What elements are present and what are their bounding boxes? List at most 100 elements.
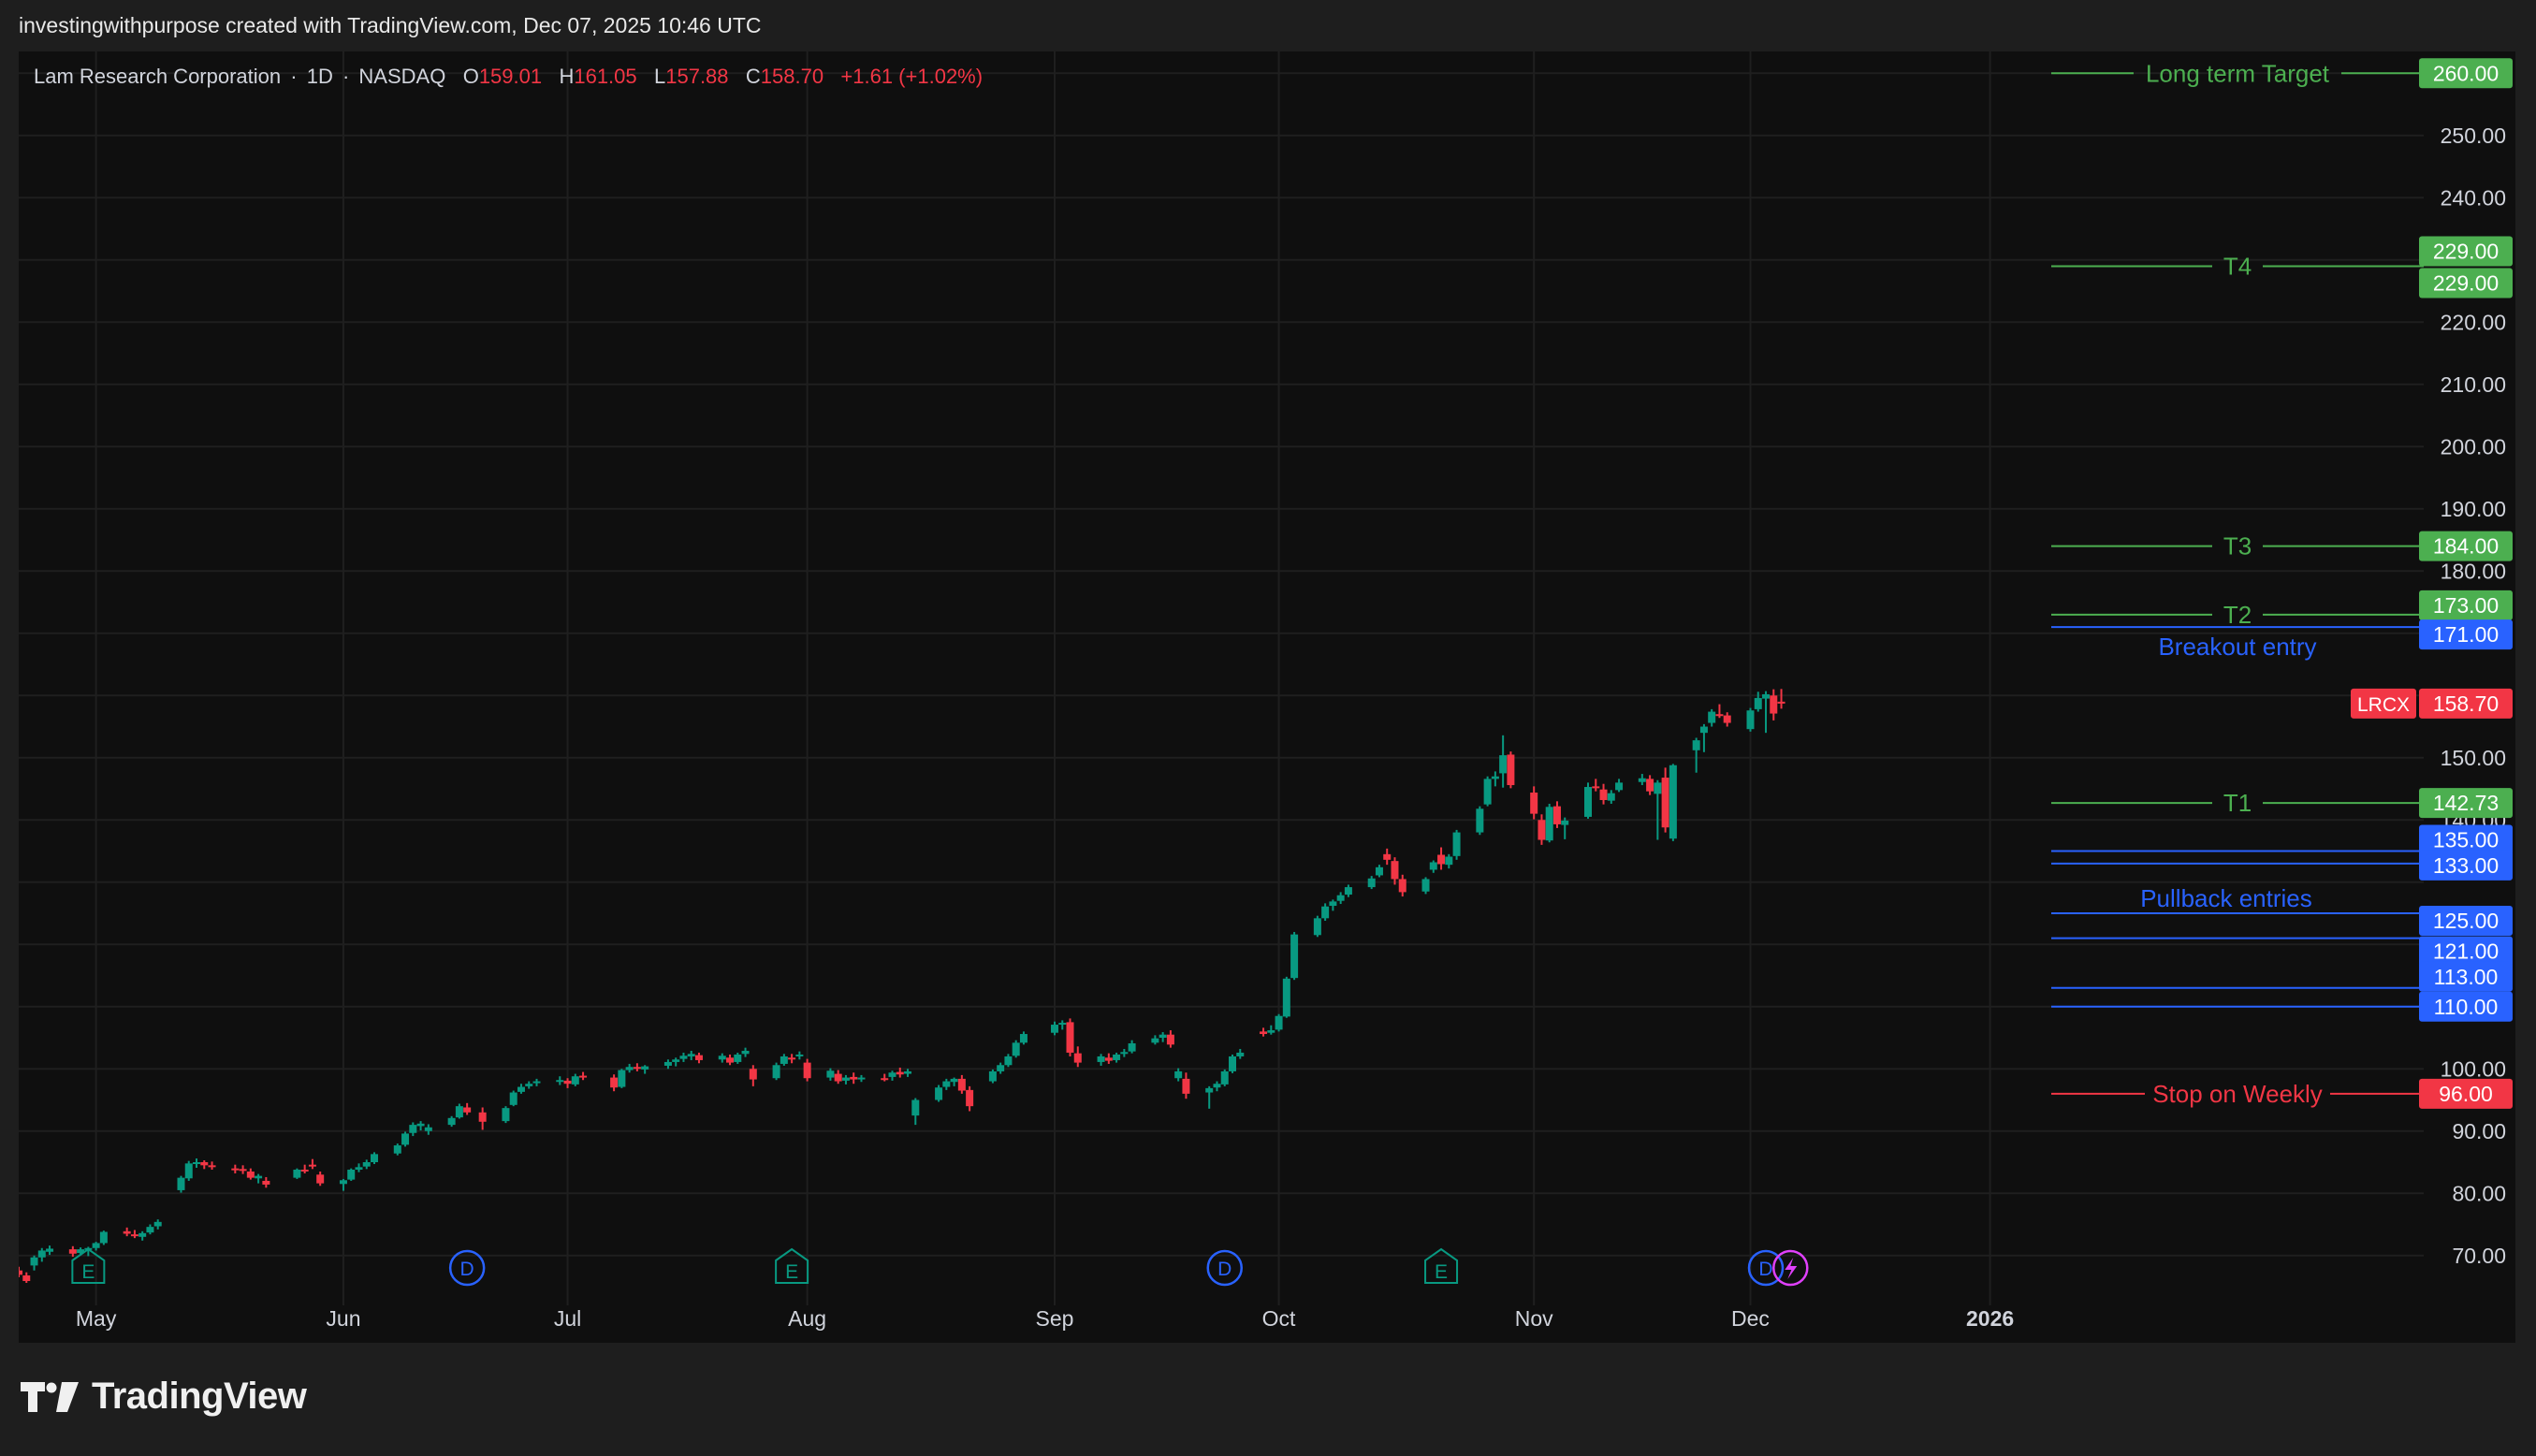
price-tag[interactable]: 260.00 (2419, 58, 2513, 89)
candle[interactable] (509, 1090, 517, 1107)
candle[interactable] (1552, 801, 1561, 828)
candle[interactable] (1507, 751, 1515, 789)
price-tag[interactable]: 135.00 (2419, 824, 2513, 855)
candle[interactable] (1561, 817, 1569, 839)
candle[interactable] (1058, 1020, 1067, 1030)
candle[interactable] (355, 1163, 363, 1172)
earnings-icon[interactable]: E (775, 1247, 809, 1284)
candle[interactable] (1715, 704, 1724, 719)
candle[interactable] (942, 1078, 951, 1090)
candle[interactable] (1499, 735, 1508, 788)
candle[interactable] (795, 1051, 804, 1060)
candle[interactable] (455, 1103, 463, 1119)
candle[interactable] (1174, 1068, 1183, 1082)
candle[interactable] (37, 1247, 46, 1262)
candle[interactable] (517, 1084, 525, 1094)
candle[interactable] (1615, 779, 1624, 793)
candle[interactable] (300, 1164, 309, 1173)
price-tag[interactable]: 142.73 (2419, 788, 2513, 819)
price-tag[interactable]: 110.00 (2419, 991, 2513, 1022)
candle[interactable] (99, 1230, 108, 1245)
candle[interactable] (672, 1057, 680, 1067)
candle[interactable] (633, 1063, 641, 1071)
candle[interactable] (1275, 1013, 1283, 1032)
price-tag[interactable]: 113.00 (2419, 961, 2513, 992)
candle[interactable] (888, 1070, 896, 1081)
candle[interactable] (1260, 1027, 1268, 1037)
candle[interactable] (694, 1052, 703, 1064)
chart-panel[interactable]: May Jun Jul Aug Sep Oct Nov Dec 2026 70.00 80.00 90… (19, 51, 2515, 1343)
candle[interactable] (1491, 771, 1499, 787)
candle[interactable] (1599, 783, 1608, 805)
candle[interactable] (950, 1077, 958, 1086)
candle[interactable] (177, 1175, 185, 1193)
candle[interactable] (663, 1059, 672, 1070)
candle[interactable] (347, 1168, 356, 1181)
split-icon[interactable] (1772, 1249, 1809, 1287)
candle[interactable] (146, 1224, 154, 1235)
candle[interactable] (935, 1085, 943, 1102)
candle[interactable] (1654, 779, 1662, 840)
candle[interactable] (904, 1069, 912, 1077)
candle[interactable] (857, 1074, 866, 1083)
candle[interactable] (339, 1178, 347, 1191)
candle[interactable] (1421, 877, 1430, 895)
candle[interactable] (772, 1062, 780, 1081)
candle[interactable] (1398, 874, 1406, 897)
price-tag[interactable]: 229.00 (2419, 268, 2513, 298)
candle[interactable] (1097, 1054, 1105, 1066)
candle[interactable] (362, 1159, 371, 1170)
candle[interactable] (1530, 786, 1538, 820)
price-tag[interactable]: 173.00 (2419, 590, 2513, 620)
candle[interactable] (556, 1076, 564, 1085)
candle[interactable] (1050, 1021, 1058, 1036)
candle[interactable] (1483, 776, 1492, 807)
earnings-icon[interactable]: E (1424, 1247, 1459, 1284)
candle[interactable] (1290, 931, 1299, 981)
price-tag[interactable]: 125.00 (2419, 906, 2513, 937)
candle[interactable] (308, 1158, 316, 1170)
candle[interactable] (409, 1122, 417, 1137)
candle[interactable] (502, 1106, 510, 1124)
price-tag[interactable]: 229.00 (2419, 236, 2513, 267)
candle[interactable] (184, 1160, 193, 1181)
candle[interactable] (1344, 884, 1352, 897)
candle[interactable] (1182, 1072, 1190, 1099)
candle[interactable] (571, 1073, 579, 1086)
candle[interactable] (679, 1052, 688, 1062)
candle[interactable] (239, 1165, 247, 1174)
candle[interactable] (625, 1063, 634, 1073)
candle[interactable] (1166, 1030, 1174, 1048)
candle[interactable] (803, 1058, 811, 1082)
price-tag[interactable]: 96.00 (2419, 1078, 2513, 1109)
candle[interactable] (1669, 764, 1677, 841)
candle[interactable] (525, 1081, 533, 1089)
candle[interactable] (563, 1078, 572, 1088)
candle[interactable] (1282, 976, 1290, 1018)
candle[interactable] (997, 1062, 1005, 1074)
candle[interactable] (1073, 1046, 1082, 1068)
candle[interactable] (463, 1102, 472, 1115)
candle[interactable] (826, 1068, 835, 1081)
candle[interactable] (1452, 829, 1461, 860)
candle[interactable] (1476, 806, 1484, 836)
dividend-icon[interactable]: D (1747, 1249, 1785, 1287)
candle[interactable] (316, 1171, 325, 1187)
candle[interactable] (478, 1107, 487, 1130)
candle[interactable] (1267, 1025, 1275, 1035)
candle[interactable] (123, 1227, 131, 1237)
candle[interactable] (1437, 847, 1446, 870)
candle[interactable] (1375, 865, 1383, 878)
candle[interactable] (1367, 876, 1376, 890)
candle[interactable] (1592, 779, 1600, 792)
candle[interactable] (153, 1219, 162, 1230)
candle[interactable] (1128, 1040, 1136, 1054)
symbol-name[interactable]: Lam Research Corporation (34, 65, 282, 88)
candle[interactable] (447, 1115, 456, 1128)
price-tag[interactable]: 184.00 (2419, 531, 2513, 561)
candle[interactable] (687, 1050, 695, 1060)
candle[interactable] (416, 1121, 425, 1131)
price-chart[interactable]: May Jun Jul Aug Sep Oct Nov Dec 2026 70.00 80.00 90… (19, 51, 2515, 1343)
candle[interactable] (1113, 1052, 1121, 1063)
candle[interactable] (1754, 692, 1762, 712)
